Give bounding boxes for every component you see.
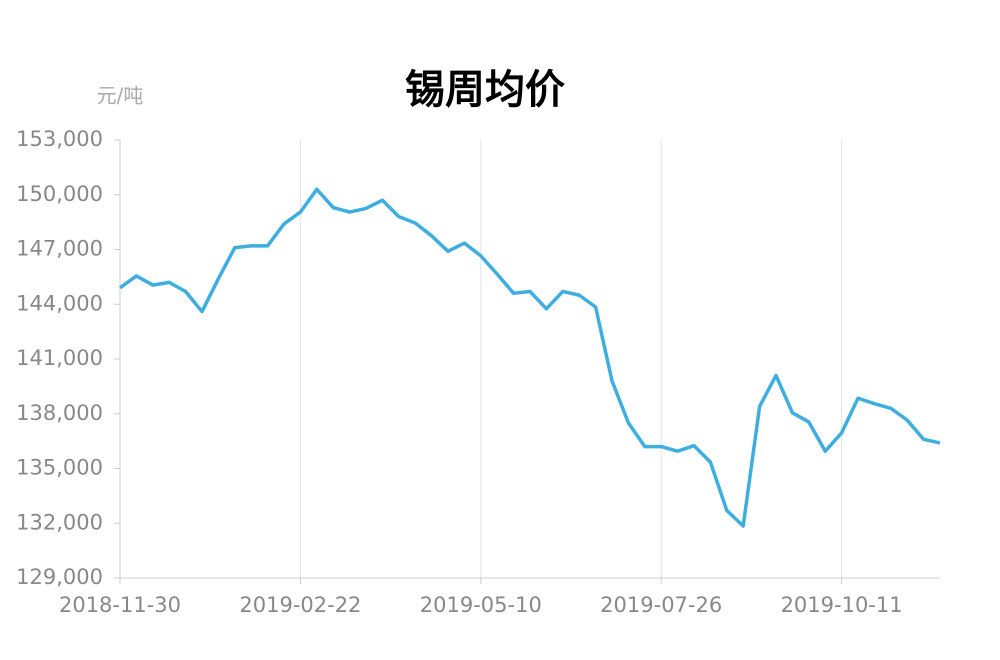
- y-tick-label: 144,000: [16, 291, 103, 315]
- x-tick-label: 2019-07-26: [600, 593, 722, 617]
- x-tick-label: 2018-11-30: [59, 593, 181, 617]
- x-tick-label: 2019-05-10: [420, 593, 542, 617]
- y-tick-label: 147,000: [16, 237, 103, 261]
- y-tick-label: 135,000: [16, 456, 103, 480]
- y-tick-label: 138,000: [16, 401, 103, 425]
- x-tick-label: 2019-10-11: [781, 593, 903, 617]
- y-tick-label: 141,000: [16, 346, 103, 370]
- y-tick-label: 153,000: [16, 127, 103, 151]
- y-tick-label: 150,000: [16, 182, 103, 206]
- y-tick-label: 129,000: [16, 565, 103, 589]
- y-tick-label: 132,000: [16, 510, 103, 534]
- x-tick-label: 2019-02-22: [239, 593, 361, 617]
- y-unit: 元/吨: [97, 84, 144, 108]
- chart-title: 锡周均价: [405, 67, 565, 113]
- series-line: [118, 187, 941, 528]
